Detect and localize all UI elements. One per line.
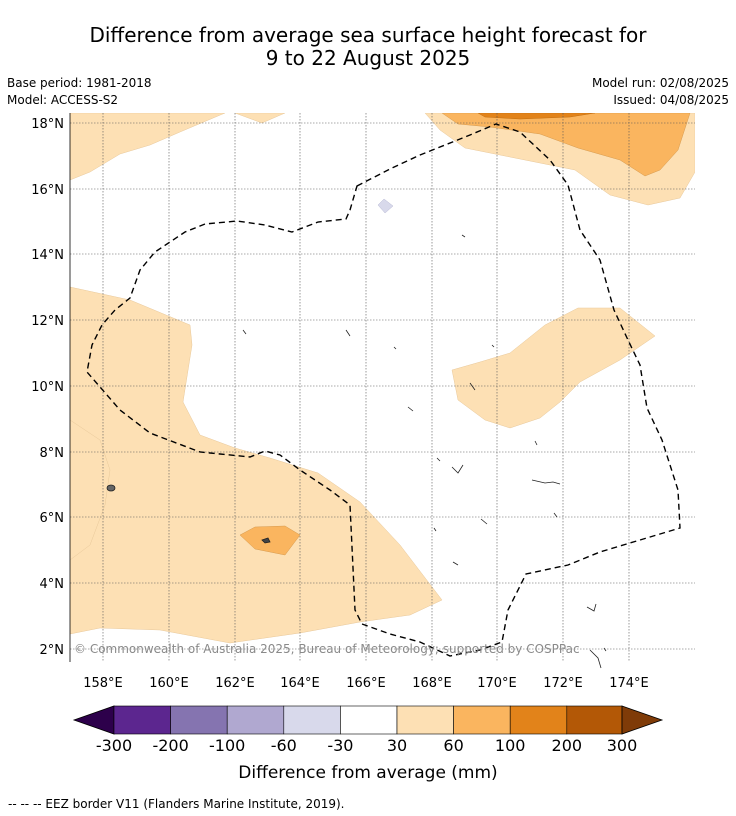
colorbar-tick-label: 60 [443,736,463,755]
colorbar-ticks: -300 -200 -100 -60 -30 30 60 100 200 300 [96,736,637,755]
anomaly-region-30-60-northwest [70,113,226,181]
colorbar-tick-label: -30 [327,736,353,755]
colorbar-bin [453,705,511,735]
lon-label: 172°E [543,676,583,691]
anomaly-region-30-60-southwest [70,419,111,561]
lon-label: 158°E [83,676,123,691]
lon-label: 162°E [215,676,255,691]
colorbar-tick-label: 300 [607,736,638,755]
lat-label: 12°N [31,314,64,329]
colorbar-tick-label: -200 [152,736,188,755]
anomaly-region-60-100-northeast [441,113,691,177]
colorbar-tick-label: -100 [209,736,245,755]
lon-label: 174°E [609,676,649,691]
latitude-labels: 18°N 16°N 14°N 12°N 10°N 8°N 6°N 4°N 2°N [31,117,64,658]
colorbar-tick-label: 100 [495,736,526,755]
anomaly-region-30-60-west [70,286,443,644]
title-line-2: 9 to 22 August 2025 [265,46,471,70]
colorbar-bin [113,705,171,735]
lat-label: 4°N [40,577,65,592]
colorbar-bin [340,705,398,735]
base-period-text: Base period: 1981-2018 [7,76,152,90]
colorbar-tick-label: 30 [387,736,407,755]
map-gridlines [70,113,695,662]
colorbar-tick-label: -60 [271,736,297,755]
copyright-text: © Commonwealth of Australia 2025, Bureau… [74,642,580,656]
title-line-1: Difference from average sea surface heig… [89,23,647,47]
colorbar [72,705,664,735]
lat-label: 14°N [31,248,64,263]
colorbar-low-extend [72,705,115,735]
lon-label: 166°E [346,676,386,691]
colorbar-tick-label: -300 [96,736,132,755]
lat-label: 18°N [31,117,64,132]
anomaly-region-60-100-south [239,525,301,556]
colorbar-bin [226,705,285,735]
colorbar-bin [283,705,341,735]
islands [106,234,607,669]
colorbar-bin [170,705,228,735]
model-run-text: Model run: 02/08/2025 [591,76,729,90]
lon-label: 168°E [412,676,452,691]
lat-label: 10°N [31,380,64,395]
colorbar-high-extend [621,705,664,735]
lat-label: 2°N [40,643,65,658]
anomaly-region-30-60-north-small [234,113,286,124]
lat-label: 8°N [40,446,65,461]
lon-label: 160°E [149,676,189,691]
lat-label: 16°N [31,183,64,198]
anomaly-region-negative-small [377,198,394,214]
colorbar-bin [396,705,454,735]
model-text: Model: ACCESS-S2 [7,93,119,107]
lon-label: 170°E [477,676,517,691]
issued-text: Issued: 04/08/2025 [613,93,729,107]
longitude-labels: 158°E 160°E 162°E 164°E 166°E 168°E 170°… [83,676,649,691]
lon-label: 164°E [280,676,320,691]
lat-label: 6°N [40,511,65,526]
sea-surface-height-map [70,113,695,644]
anomaly-region-100-200-north [477,113,596,120]
colorbar-tick-label: 200 [552,736,583,755]
colorbar-label: Difference from average (mm) [238,763,497,783]
eez-footnote: -- -- -- EEZ border V11 (Flanders Marine… [8,797,345,811]
anomaly-region-30-60-east [451,307,656,429]
colorbar-bin [566,705,623,735]
colorbar-bin [509,705,568,735]
